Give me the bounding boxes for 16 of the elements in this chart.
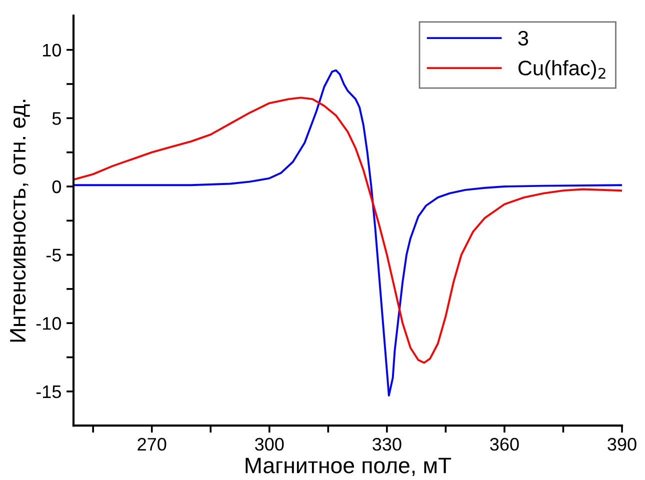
x-axis-title: Магнитное поле, мТ: [246, 458, 452, 476]
x-tick-label: 270: [138, 438, 166, 451]
y-tick-label: 0: [52, 180, 61, 194]
legend-label: Cu(hfac)$_{2}$: [518, 60, 606, 80]
line-series: [74, 96, 622, 364]
y-tick-label: -10: [36, 317, 61, 330]
x-tick-label: 360: [490, 438, 519, 451]
y-tick-label: 5: [52, 112, 61, 125]
y-axis-title: Интенсивность, отн. ед.: [10, 100, 30, 342]
y-tick-label: 10: [42, 44, 61, 57]
y-tick-label: -5: [46, 248, 61, 262]
x-tick-label: 330: [372, 438, 402, 451]
legend-label: 3: [518, 30, 528, 46]
x-tick-label: 300: [255, 438, 284, 451]
y-tick-label: -15: [36, 386, 61, 398]
x-tick-label: 390: [608, 438, 636, 451]
